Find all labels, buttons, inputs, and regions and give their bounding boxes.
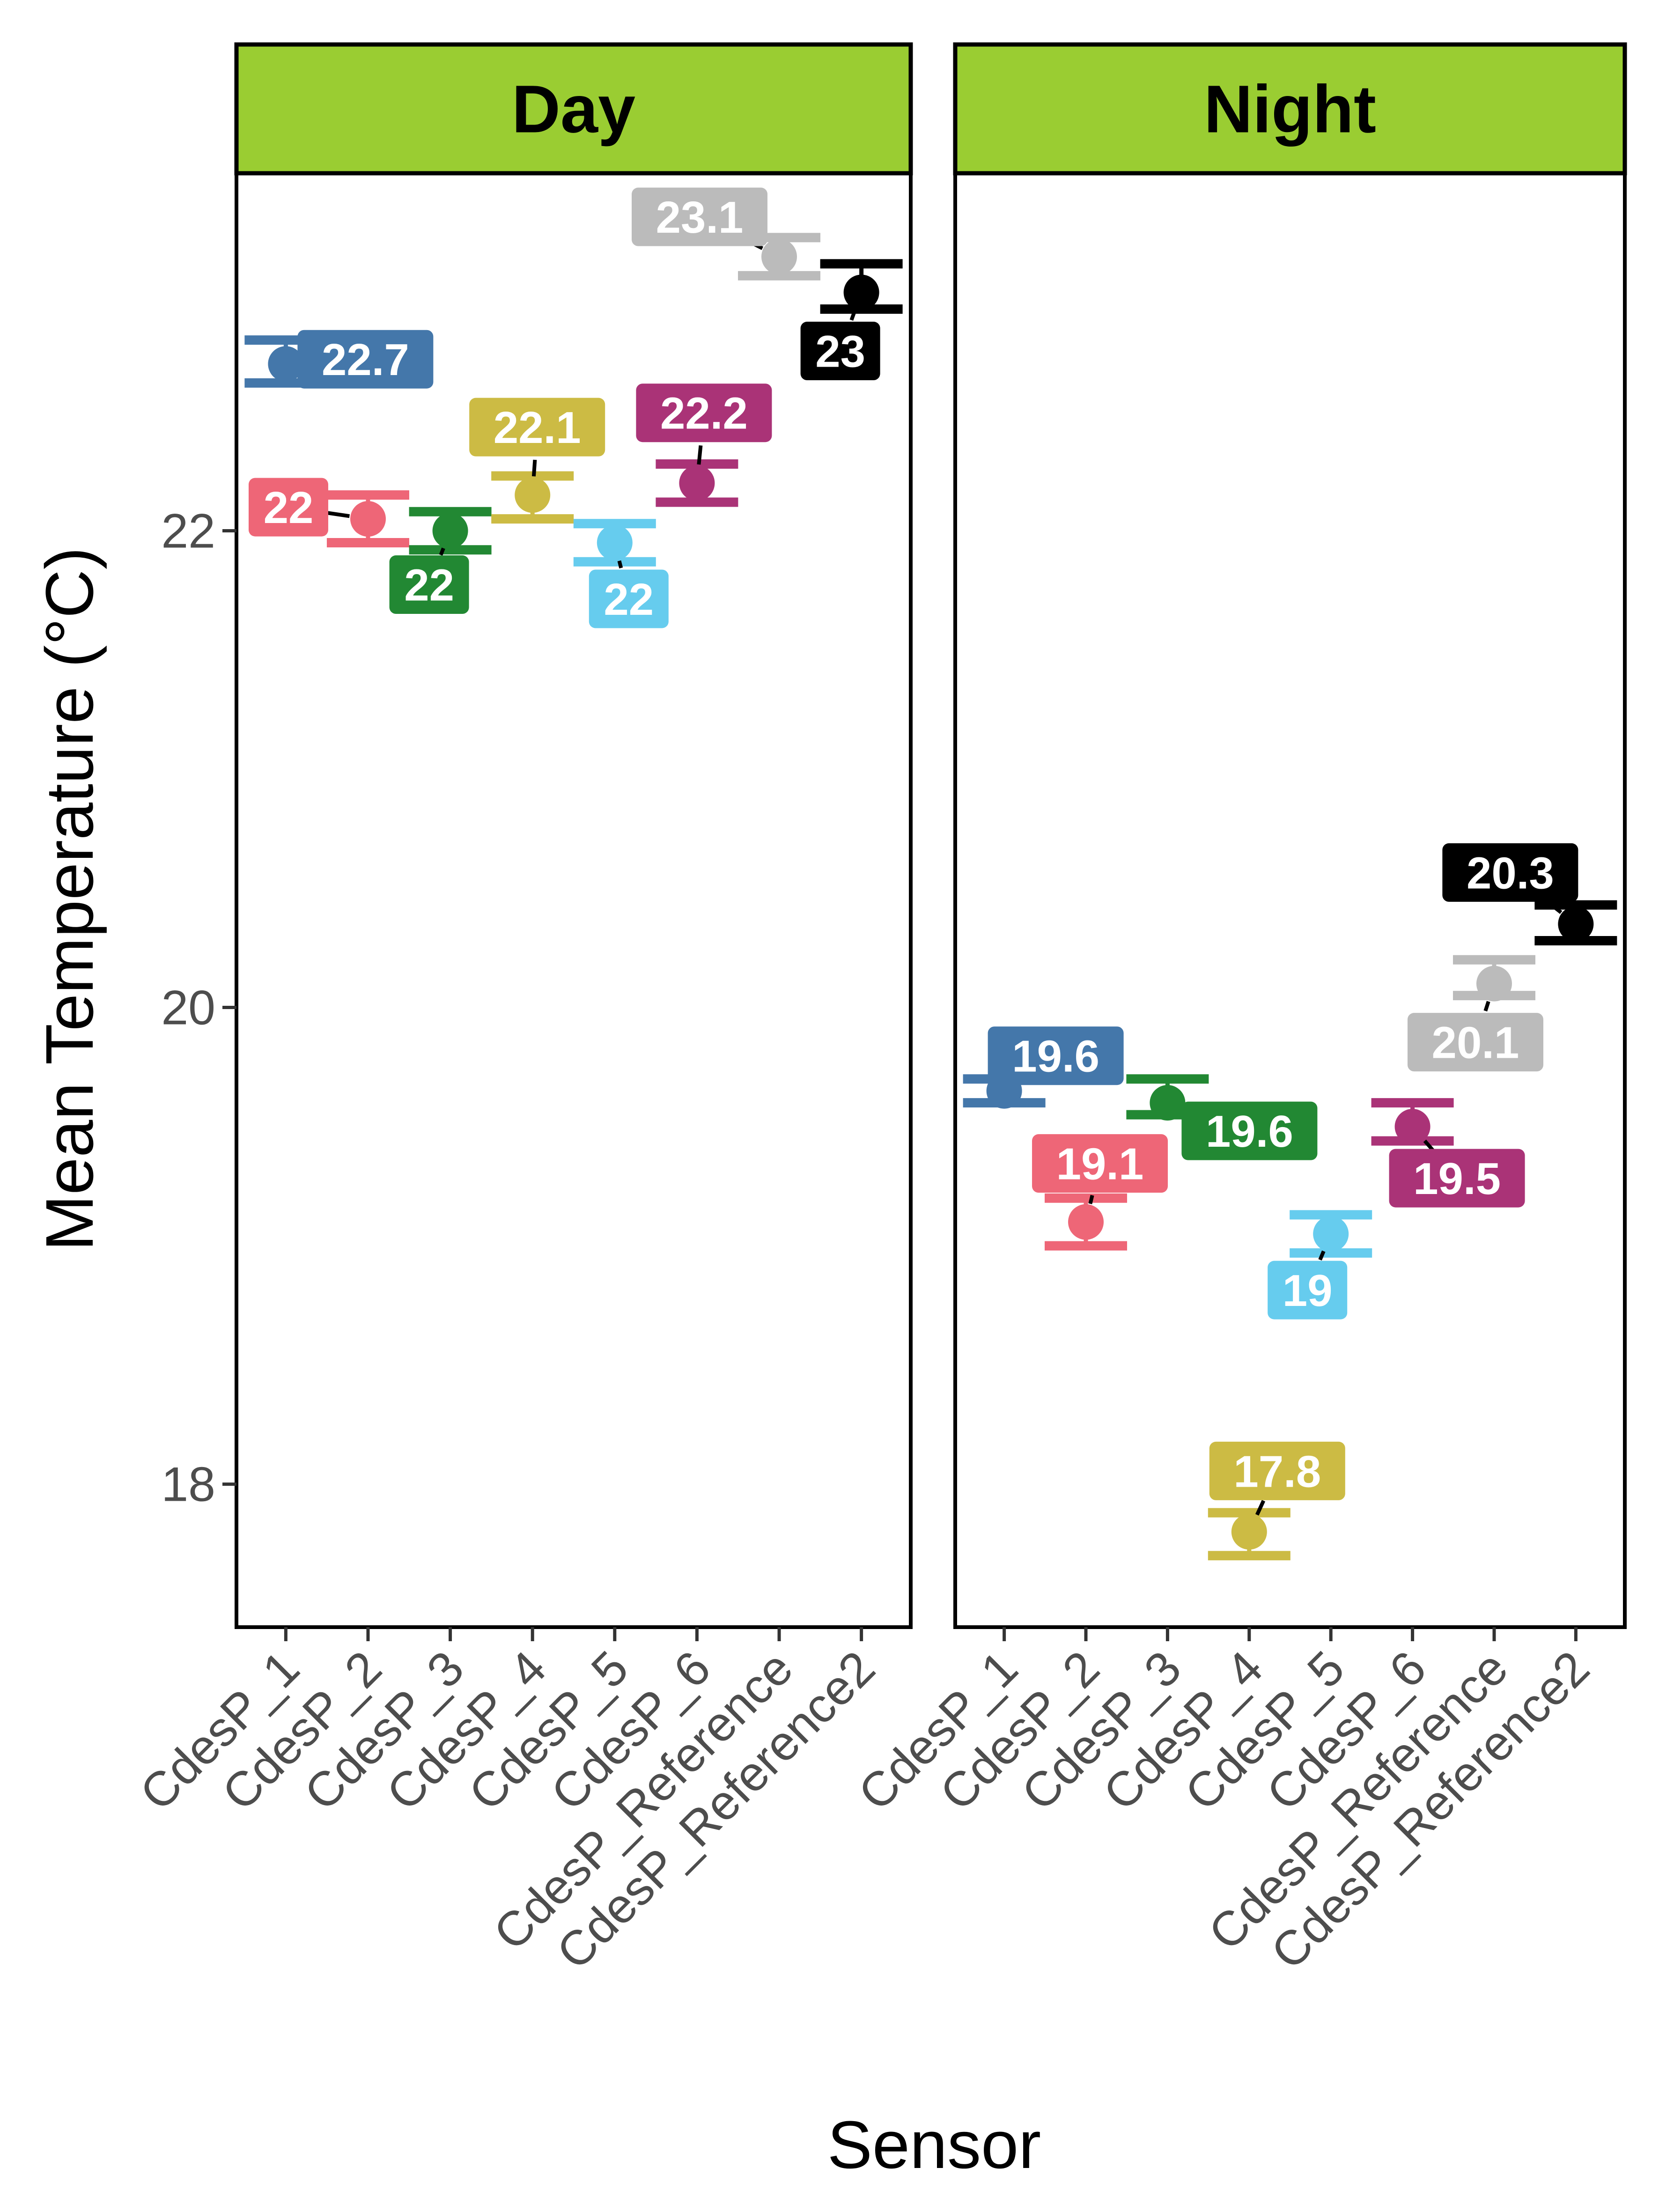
label-connector [439,547,445,556]
mean-point [1231,1514,1267,1550]
value-label: 22 [264,483,314,533]
value-label: 17.8 [1233,1446,1321,1497]
mean-point [268,346,304,382]
value-label: 19.5 [1413,1154,1501,1204]
facet-strip [953,42,1627,176]
data-marks: 22.7 22 22 22.1 22 22.2 23.1 23 19.6 19.1 19.6 17.8… [244,187,1617,1561]
value-label-box [589,569,669,628]
value-label: 22.2 [660,389,748,439]
label-connector [617,560,623,568]
mean-point [1068,1204,1104,1240]
mean-point [1150,1085,1186,1121]
panel-border [953,171,1627,1629]
value-label-box [1268,1261,1348,1320]
value-label: 20.1 [1432,1018,1519,1068]
label-connector [531,459,537,477]
label-connector [1318,1250,1326,1261]
facet-title: Night [1204,72,1376,147]
value-label: 22 [604,575,654,625]
mean-point [761,239,797,275]
facet-panels: Day Night [234,42,1627,1629]
value-label: 23.1 [656,192,744,243]
mean-point [515,477,551,513]
value-label-box [636,383,772,442]
mean-point [1476,966,1512,1002]
mean-point [432,513,468,549]
label-connector [1088,1194,1094,1204]
facet-title: Day [512,72,635,147]
label-connector [1255,1500,1266,1516]
value-label: 19 [1283,1266,1333,1316]
value-label-box [1032,1134,1168,1193]
y-tick-label: 22 [161,504,215,559]
facet-strip [234,42,913,176]
value-label: 23 [815,327,865,377]
mean-point [843,274,879,310]
value-label: 19.6 [1012,1032,1099,1082]
value-label-box [800,322,880,381]
label-connector [697,445,703,465]
label-connector [849,309,857,321]
value-label: 19.6 [1206,1106,1293,1157]
mean-point [1394,1109,1430,1145]
mean-point [1313,1216,1349,1252]
value-label-box [1181,1101,1318,1160]
y-tick-label: 18 [161,1458,215,1512]
y-tick-label: 20 [161,981,215,1035]
value-label: 22.1 [494,403,581,453]
y-axis-title: Mean Temperature (°C) [32,547,107,1251]
mean-point [350,501,386,537]
panel-border [235,171,913,1629]
value-label-box [1442,843,1578,902]
value-label-box [297,330,434,389]
value-label: 22 [404,560,454,611]
y-axis: 18 20 22 [161,504,236,1512]
value-label: 22.7 [322,335,409,385]
x-axis-title: Sensor [827,2107,1041,2183]
mean-point [1558,906,1594,942]
value-label-box [1407,1013,1543,1072]
value-label-box [469,398,605,457]
value-label-box [1209,1441,1345,1500]
mean-point [597,524,633,560]
value-label-box [389,555,469,614]
value-label-box [632,187,768,246]
mean-point [679,465,715,501]
value-label: 19.1 [1056,1139,1144,1189]
value-label-box [988,1026,1124,1085]
value-label: 20.3 [1467,848,1554,898]
value-label-box [1389,1149,1525,1208]
x-axis: CdesP_1CdesP_2CdesP_3CdesP_4CdesP_5CdesP… [130,1627,1600,1980]
value-label-box [248,478,328,537]
label-connector [1483,1001,1490,1012]
